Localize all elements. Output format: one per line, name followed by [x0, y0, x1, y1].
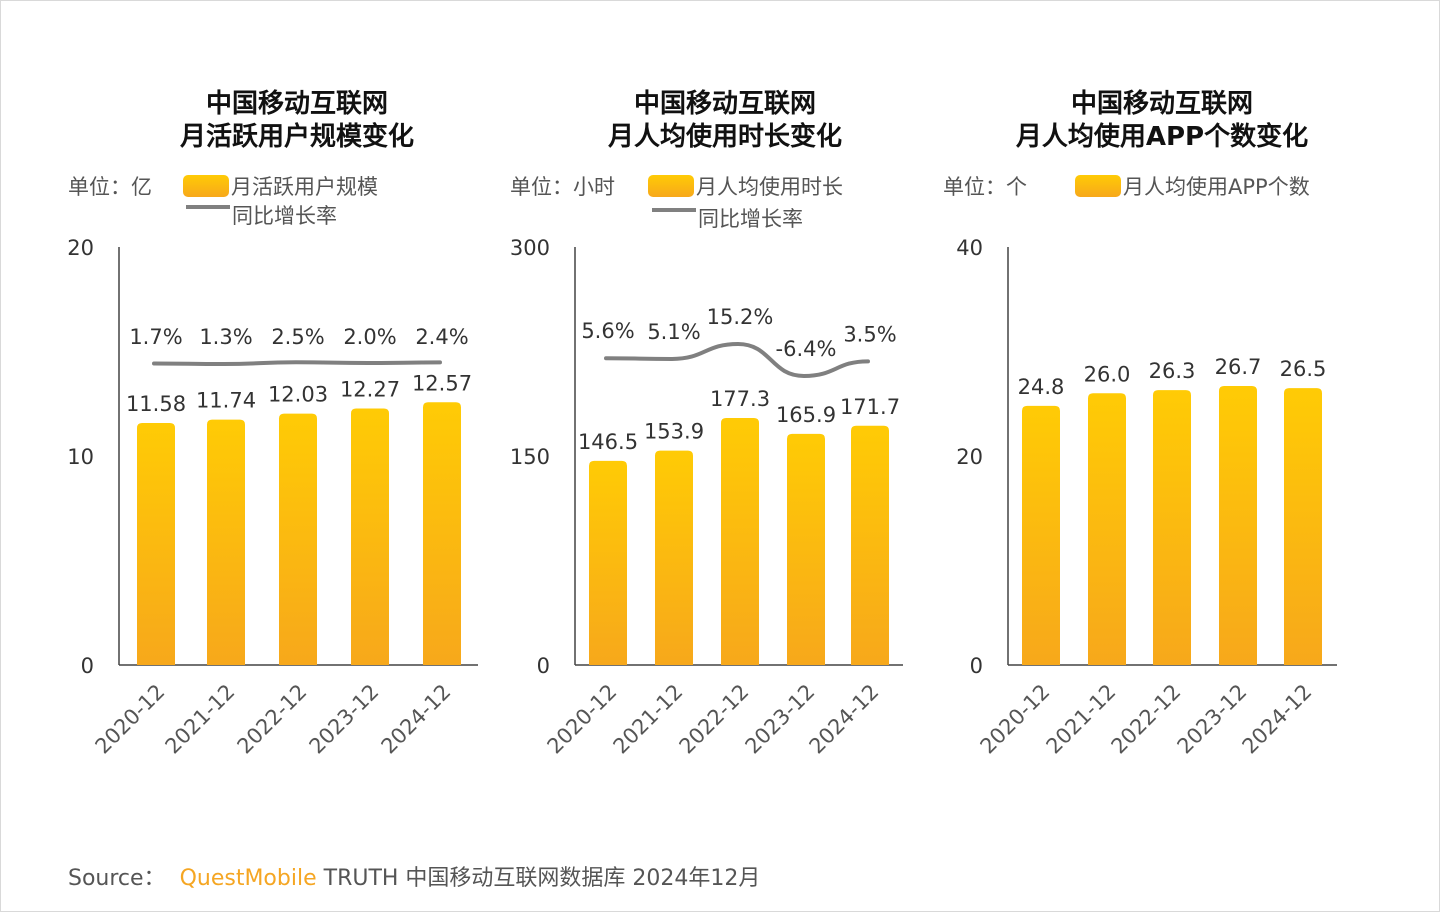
legend-line-label: 同比增长率 [232, 204, 337, 228]
bar [423, 402, 461, 665]
growth-rate-label: 5.1% [647, 320, 700, 344]
growth-rate-label: 1.3% [199, 325, 252, 349]
bar-value-label: 146.5 [578, 430, 638, 454]
growth-rate-line [604, 342, 870, 378]
y-tick-label: 10 [67, 445, 94, 469]
bar [1022, 405, 1060, 665]
x-tick-label: 2021-12 [609, 680, 688, 759]
bar [721, 417, 759, 665]
x-tick-label: 2020-12 [976, 680, 1055, 759]
source-brand: QuestMobile [179, 866, 317, 891]
legend-bar-label: 月人均使用时长 [696, 175, 843, 199]
chart-title: 中国移动互联网 [1071, 89, 1253, 119]
bar-value-label: 12.03 [268, 383, 328, 407]
bar-value-label: 12.27 [340, 378, 400, 402]
bar-value-label: 26.5 [1280, 357, 1327, 381]
chart-subtitle: 月人均使用APP个数变化 [1015, 121, 1308, 152]
x-tick-label: 2023-12 [1173, 680, 1252, 759]
legend-bar-swatch [1075, 175, 1121, 197]
chart-title: 中国移动互联网 [206, 89, 388, 119]
bar-value-label: 26.7 [1215, 355, 1262, 379]
unit-label: 单位：个 [943, 175, 1027, 199]
growth-rate-label: 2.4% [415, 325, 468, 349]
x-tick-label: 2023-12 [741, 680, 820, 759]
bar-value-label: 165.9 [776, 403, 836, 427]
x-tick-label: 2020-12 [91, 680, 170, 759]
y-tick-label: 150 [510, 445, 550, 469]
chart-subtitle: 月活跃用户规模变化 [179, 121, 414, 152]
bar [351, 408, 389, 665]
bar-value-label: 11.74 [196, 389, 256, 413]
x-tick-label: 2024-12 [377, 680, 456, 759]
x-tick-label: 2022-12 [1107, 680, 1186, 759]
growth-rate-label: 2.0% [343, 325, 396, 349]
bar [207, 419, 245, 665]
growth-rate-label: 1.7% [129, 325, 182, 349]
y-tick-label: 0 [970, 654, 983, 678]
source-note: Source： QuestMobile TRUTH 中国移动互联网数据库 2024… [68, 860, 760, 892]
bar [1153, 390, 1191, 665]
y-tick-label: 0 [537, 654, 550, 678]
bar-value-label: 171.7 [840, 395, 900, 419]
x-tick-label: 2021-12 [161, 680, 240, 759]
bar-value-label: 11.58 [126, 392, 186, 416]
legend-line-label: 同比增长率 [698, 207, 803, 231]
bar [851, 425, 889, 665]
y-tick-label: 40 [956, 236, 983, 260]
y-tick-label: 300 [510, 236, 550, 260]
bar [787, 433, 825, 665]
bar [655, 450, 693, 665]
legend-bar-label: 月活跃用户规模 [231, 175, 378, 199]
chart-title: 中国移动互联网 [634, 89, 816, 119]
x-tick-label: 2020-12 [543, 680, 622, 759]
bar-value-label: 24.8 [1018, 375, 1065, 399]
growth-rate-label: 5.6% [581, 319, 634, 343]
bar [279, 413, 317, 665]
chart-subtitle: 月人均使用时长变化 [607, 121, 842, 152]
x-tick-label: 2024-12 [1238, 680, 1317, 759]
source-label: Source： [68, 866, 166, 891]
x-tick-label: 2022-12 [233, 680, 312, 759]
legend-bar-label: 月人均使用APP个数 [1123, 175, 1310, 199]
legend-bar-swatch [183, 175, 229, 197]
source-text: TRUTH 中国移动互联网数据库 2024年12月 [323, 866, 761, 891]
bar [1088, 393, 1126, 665]
growth-rate-label: 3.5% [843, 322, 896, 346]
bar [1284, 388, 1322, 665]
x-tick-label: 2021-12 [1042, 680, 1121, 759]
bar-value-label: 26.0 [1084, 362, 1131, 386]
y-tick-label: 20 [67, 236, 94, 260]
bar [1219, 385, 1257, 665]
growth-rate-label: 15.2% [707, 305, 774, 329]
y-tick-label: 20 [956, 445, 983, 469]
unit-label: 单位：亿 [68, 175, 152, 199]
x-tick-label: 2023-12 [305, 680, 384, 759]
growth-rate-label: -6.4% [776, 337, 837, 361]
legend-bar-swatch [648, 175, 694, 197]
bar-value-label: 153.9 [644, 420, 704, 444]
bar [137, 422, 175, 665]
growth-rate-label: 2.5% [271, 325, 324, 349]
bar-value-label: 12.57 [412, 371, 472, 395]
bar [589, 460, 627, 665]
growth-rate-line [152, 360, 442, 367]
bar-value-label: 26.3 [1149, 359, 1196, 383]
bar-value-label: 177.3 [710, 387, 770, 411]
x-tick-label: 2022-12 [675, 680, 754, 759]
x-tick-label: 2024-12 [805, 680, 884, 759]
unit-label: 单位：小时 [510, 175, 615, 199]
y-tick-label: 0 [81, 654, 94, 678]
